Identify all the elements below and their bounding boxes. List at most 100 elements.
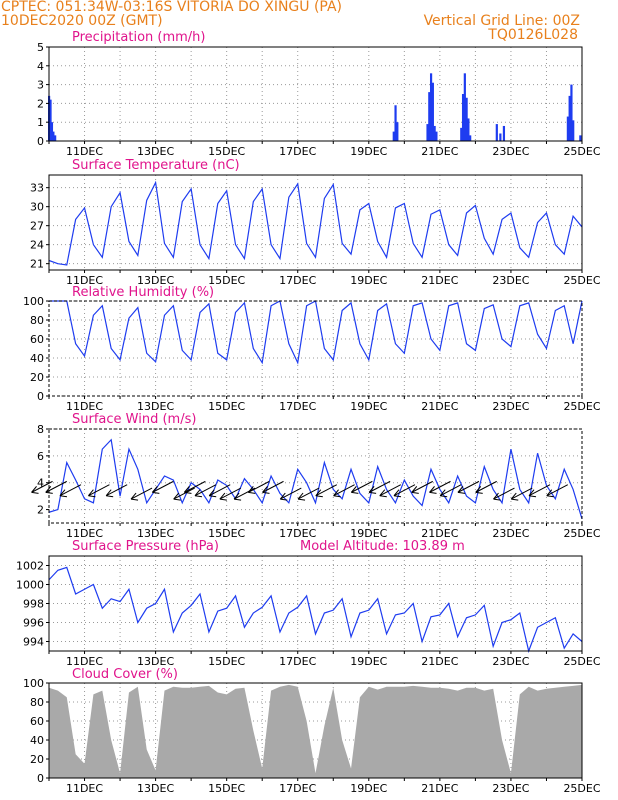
x-tick-label: 17DEC xyxy=(279,655,316,668)
wind-arrow xyxy=(510,487,533,501)
wind-arrow xyxy=(493,487,515,501)
x-tick-label: 19DEC xyxy=(350,400,387,413)
x-tick-label: 11DEC xyxy=(66,655,103,668)
y-tick-label: 100 xyxy=(23,295,44,308)
x-tick-label: 21DEC xyxy=(421,145,458,158)
precip-bar xyxy=(392,131,395,141)
panel-title: Cloud Cover (%) xyxy=(72,667,178,682)
precip-bar xyxy=(461,94,465,141)
panel-frame xyxy=(48,174,583,271)
panel-frame xyxy=(48,300,583,397)
wind-arrow xyxy=(475,480,497,494)
series-line xyxy=(48,180,583,266)
y-tick-label: 998 xyxy=(23,598,44,611)
y-tick-label: 8 xyxy=(37,423,44,436)
x-tick-label: 17DEC xyxy=(279,400,316,413)
y-tick-label: 21 xyxy=(30,258,44,271)
wind-arrow xyxy=(219,487,242,501)
wind-arrow xyxy=(173,487,195,501)
wind-arrow xyxy=(31,480,53,494)
y-tick-label: 4 xyxy=(37,477,44,490)
wind-arrow xyxy=(429,480,451,494)
precip-bar xyxy=(54,135,57,141)
y-tick-label: 60 xyxy=(30,715,44,728)
panel-title: Surface Wind (m/s) xyxy=(72,412,196,427)
wind-arrow xyxy=(233,487,256,501)
x-tick-label: 15DEC xyxy=(208,274,245,287)
y-tick-label: 5 xyxy=(37,41,44,54)
precip-bar xyxy=(499,133,502,141)
x-tick-label: 11DEC xyxy=(66,145,103,158)
x-tick-label: 13DEC xyxy=(137,782,174,795)
x-tick-label: 15DEC xyxy=(208,527,245,540)
x-tick-label: 21DEC xyxy=(421,274,458,287)
precip-bar xyxy=(50,122,54,141)
x-tick-label: 23DEC xyxy=(492,400,529,413)
panel-title: Surface Pressure (hPa) xyxy=(72,539,219,554)
y-tick-label: 1 xyxy=(37,116,44,129)
x-tick-label: 13DEC xyxy=(137,145,174,158)
x-tick-label: 23DEC xyxy=(492,782,529,795)
y-tick-label: 30 xyxy=(30,201,44,214)
x-tick-label: 17DEC xyxy=(279,782,316,795)
precip-bar xyxy=(435,131,438,141)
x-tick-label: 17DEC xyxy=(279,145,316,158)
x-tick-label: 25DEC xyxy=(563,527,600,540)
x-tick-label: 11DEC xyxy=(66,782,103,795)
precip-bar xyxy=(52,131,55,141)
precip-bar xyxy=(572,120,575,141)
x-tick-label: 19DEC xyxy=(350,527,387,540)
wind-arrow xyxy=(315,484,338,498)
header-grid-note: Vertical Grid Line: 00Z xyxy=(423,13,580,29)
y-tick-label: 60 xyxy=(30,333,44,346)
x-tick-label: 19DEC xyxy=(350,145,387,158)
x-tick-label: 13DEC xyxy=(137,655,174,668)
header-init-time: 10DEC2020 00Z (GMT) xyxy=(1,13,163,29)
x-tick-label: 15DEC xyxy=(208,145,245,158)
x-tick-label: 23DEC xyxy=(492,274,529,287)
x-tick-label: 11DEC xyxy=(66,274,103,287)
wind-arrow xyxy=(262,480,284,494)
y-tick-label: 2 xyxy=(37,504,44,517)
x-tick-label: 21DEC xyxy=(421,655,458,668)
wind-arrow xyxy=(297,487,320,501)
y-tick-label: 996 xyxy=(23,617,44,630)
panel-5: 0 20 40 60 80 100 11DEC 13DEC 15DEC 17DEC 19DEC 21D… xyxy=(23,667,601,795)
x-tick-label: 11DEC xyxy=(66,527,103,540)
x-tick-label: 25DEC xyxy=(563,782,600,795)
panel-3: 2 4 6 8 11DEC 13DEC 15DEC 17DEC 19DEC 21DEC 23DEC 2… xyxy=(31,412,601,540)
y-tick-label: 33 xyxy=(30,182,44,195)
y-tick-label: 0 xyxy=(37,135,44,148)
y-tick-label: 4 xyxy=(37,60,44,73)
panel-0: 0 1 2 3 4 5 11DEC 13DEC 15DEC 17DEC 19DEC 21DEC 23DE… xyxy=(37,30,601,158)
y-tick-label: 1002 xyxy=(16,560,44,573)
y-tick-label: 994 xyxy=(23,636,44,649)
x-tick-label: 25DEC xyxy=(563,145,600,158)
precip-bar xyxy=(460,127,463,141)
wind-arrow xyxy=(105,484,128,498)
precip-bar xyxy=(502,125,506,141)
precip-bar xyxy=(570,84,573,141)
wind-arrow xyxy=(528,484,551,498)
precip-bar xyxy=(465,97,468,141)
x-tick-label: 23DEC xyxy=(492,655,529,668)
panel-frame xyxy=(48,428,583,524)
x-tick-label: 15DEC xyxy=(208,400,245,413)
panel-2: 0 20 40 60 80 100 11DEC 13DEC 15DEC 17DEC 19DEC 21D… xyxy=(23,285,601,413)
x-tick-label: 23DEC xyxy=(492,527,529,540)
y-tick-label: 0 xyxy=(37,390,44,403)
wind-arrow xyxy=(350,480,373,494)
wind-arrow xyxy=(59,484,82,498)
precip-bar xyxy=(426,124,429,141)
wind-arrow xyxy=(130,487,153,501)
wind-arrow xyxy=(247,480,270,494)
y-tick-label: 100 xyxy=(23,677,44,690)
x-tick-label: 13DEC xyxy=(137,274,174,287)
wind-arrow xyxy=(457,480,480,494)
wind-arrow xyxy=(379,484,402,498)
precip-bar xyxy=(433,125,436,141)
precip-bar xyxy=(566,116,569,141)
y-tick-label: 80 xyxy=(30,314,44,327)
precip-bar xyxy=(568,95,571,141)
wind-arrow xyxy=(88,484,110,498)
